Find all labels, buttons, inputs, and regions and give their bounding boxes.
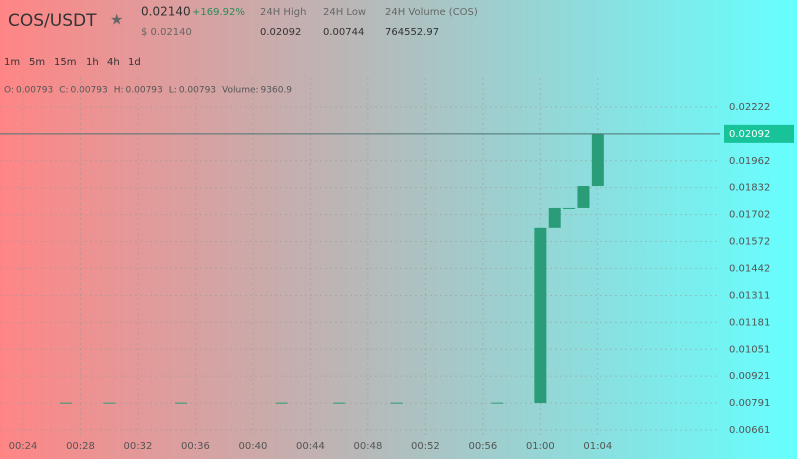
candle-body — [534, 227, 547, 404]
y-tick-label: 0.01051 — [729, 344, 770, 355]
interval-button[interactable]: 4h — [107, 57, 120, 68]
x-tick-label: 00:52 — [411, 441, 440, 452]
candle-body — [333, 402, 346, 404]
x-tick-label: 01:00 — [526, 441, 555, 452]
y-tick-label: 0.02222 — [729, 102, 770, 113]
x-tick-label: 00:28 — [66, 441, 95, 452]
usd-price: $ 0.02140 — [141, 27, 192, 38]
x-tick-label: 00:36 — [181, 441, 210, 452]
y-tick-label: 0.00921 — [729, 371, 770, 382]
x-tick-label: 00:24 — [9, 441, 38, 452]
y-tick-label: 0.01702 — [729, 210, 770, 221]
ohlc-value: 0.00793 — [71, 86, 108, 96]
last-price-box — [724, 124, 794, 143]
ohlc-value: 0.00793 — [16, 86, 53, 96]
ohlc-value: 9360.9 — [261, 86, 293, 96]
candle-body — [591, 133, 604, 187]
y-tick-label: 0.01572 — [729, 236, 770, 247]
stat-value: 0.02092 — [260, 27, 301, 38]
x-tick-label: 00:44 — [296, 441, 325, 452]
candle-body — [175, 402, 188, 404]
x-tick-label: 00:40 — [239, 441, 268, 452]
x-tick-label: 00:56 — [468, 441, 497, 452]
stat-label: 24H Volume (COS) — [385, 7, 478, 18]
x-tick-label: 01:04 — [583, 441, 612, 452]
ohlc-label: Volume: — [222, 86, 259, 96]
candle-body — [548, 207, 561, 228]
stat-value: 0.00744 — [323, 27, 364, 38]
pair: COS/USDT — [8, 11, 97, 31]
interval-button[interactable]: 5m — [29, 57, 45, 68]
candle-body — [491, 402, 504, 404]
interval-button[interactable]: 15m — [54, 57, 76, 68]
ohlc-label: C: — [59, 86, 68, 96]
x-tick-label: 00:32 — [124, 441, 153, 452]
interval-button[interactable]: 1d — [128, 57, 141, 68]
y-tick-label: 0.00791 — [729, 398, 770, 409]
star-icon[interactable]: ★ — [110, 11, 123, 29]
candle-body — [577, 186, 590, 208]
stat-value: 764552.97 — [385, 27, 439, 38]
ohlc-value: 0.00793 — [126, 86, 163, 96]
ohlc-label: O: — [4, 86, 14, 96]
candle-body — [390, 402, 403, 404]
price: 0.02140 — [141, 5, 191, 19]
x-tick-label: 00:48 — [353, 441, 382, 452]
interval-button[interactable]: 1h — [86, 57, 99, 68]
y-tick-label: 0.01442 — [729, 263, 770, 274]
change: +169.92% — [192, 7, 245, 18]
interval-button[interactable]: 1m — [4, 57, 20, 68]
candle-body — [103, 402, 116, 404]
y-tick-label: 0.01962 — [729, 156, 770, 167]
ohlc-label: H: — [114, 86, 124, 96]
candle-body — [275, 402, 288, 404]
ohlc-value: 0.00793 — [179, 86, 216, 96]
candle-body — [563, 207, 576, 209]
stat-label: 24H Low — [323, 7, 366, 18]
last-price-label: 0.02092 — [729, 129, 770, 140]
y-tick-label: 0.01181 — [729, 317, 770, 328]
stat-label: 24H High — [260, 7, 306, 18]
y-tick-label: 0.01832 — [729, 183, 770, 194]
ohlc-label: L: — [169, 86, 177, 96]
candle-body — [60, 402, 73, 404]
y-tick-label: 0.01311 — [729, 290, 770, 301]
y-tick-label: 0.00661 — [729, 425, 770, 436]
